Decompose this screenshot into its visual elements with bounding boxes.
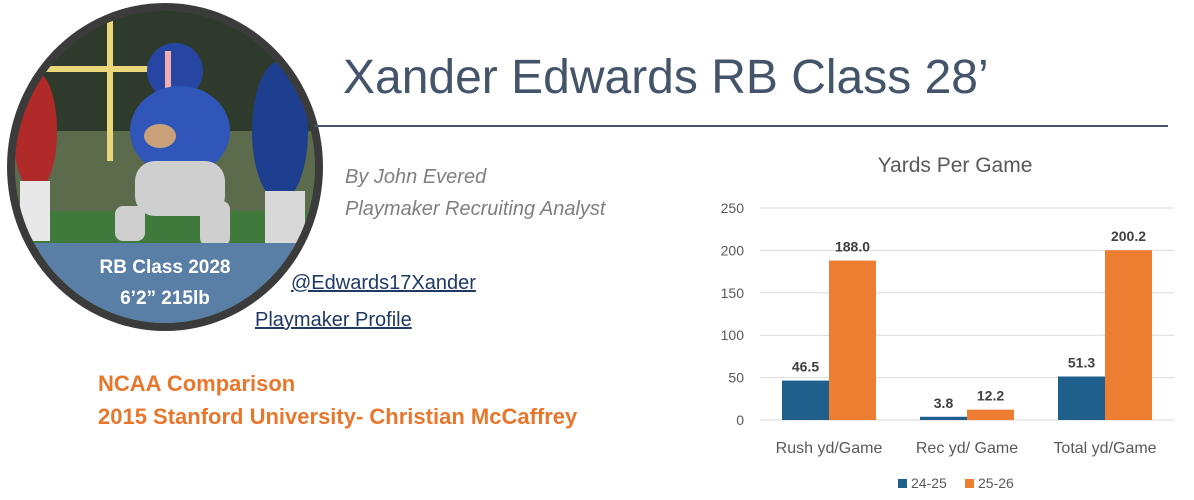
x-tick-label: Rush yd/Game: [776, 440, 883, 457]
bar-24-25-1: [920, 416, 967, 420]
class-label: RB Class 2028: [99, 257, 231, 278]
data-label: 51.3: [1068, 354, 1095, 370]
y-tick-label: 150: [721, 285, 745, 301]
height-weight-label: 6’2” 215lb: [120, 288, 210, 309]
twitter-handle-link[interactable]: @Edwards17Xander: [291, 272, 476, 294]
comparison-detail: 2015 Stanford University- Christian McCa…: [98, 404, 578, 429]
player-image: [15, 11, 315, 323]
player-photo: RB Class 2028 6’2” 215lb: [15, 11, 315, 323]
comparison-heading: NCAA Comparison: [98, 371, 296, 396]
bar-25-26-2: [1105, 250, 1152, 420]
x-tick-label: Total yd/Game: [1053, 440, 1156, 457]
x-axis-labels: Rush yd/Game Rec yd/ Game Total yd/Game: [776, 440, 1157, 457]
y-axis-ticks: 0 50 100 150 200 250: [721, 200, 745, 428]
data-label: 3.8: [934, 395, 954, 411]
legend-swatch: [965, 479, 974, 488]
chart-title: Yards Per Game: [878, 154, 1033, 177]
profile-badge: RB Class 2028 6’2” 215lb: [15, 243, 315, 323]
title-divider: [314, 125, 1168, 127]
data-label: 46.5: [792, 359, 819, 375]
bar-25-26-1: [967, 409, 1014, 420]
data-label: 188.0: [835, 239, 870, 255]
playmaker-profile-link[interactable]: Playmaker Profile: [255, 309, 412, 331]
byline-role: Playmaker Recruiting Analyst: [345, 198, 606, 220]
legend-label: 25-26: [978, 475, 1014, 491]
y-tick-label: 100: [721, 327, 745, 343]
y-tick-label: 200: [721, 242, 745, 258]
bar-25-26-0: [829, 260, 876, 420]
x-tick-label: Rec yd/ Game: [916, 440, 1018, 457]
yards-per-game-chart: Yards Per Game 0 50 100 150 200 250 46.5 188.0…: [721, 154, 1174, 491]
y-tick-label: 50: [728, 370, 744, 386]
chart-legend: 24-25 25-26: [898, 475, 1014, 491]
legend-swatch: [898, 479, 907, 488]
y-tick-label: 0: [736, 412, 744, 428]
legend-label: 24-25: [911, 475, 947, 491]
profile-photo: RB Class 2028 6’2” 215lb: [7, 3, 323, 331]
y-tick-label: 250: [721, 200, 745, 216]
data-label: 200.2: [1111, 228, 1146, 244]
data-label: 12.2: [977, 388, 1004, 404]
page-title: Xander Edwards RB Class 28’: [343, 51, 989, 104]
bar-24-25-2: [1058, 376, 1105, 420]
byline-author: By John Evered: [345, 166, 487, 188]
bar-24-25-0: [782, 380, 829, 420]
chart-bars: 46.5 188.0 3.8 12.2 51.3 200.2: [782, 228, 1152, 420]
